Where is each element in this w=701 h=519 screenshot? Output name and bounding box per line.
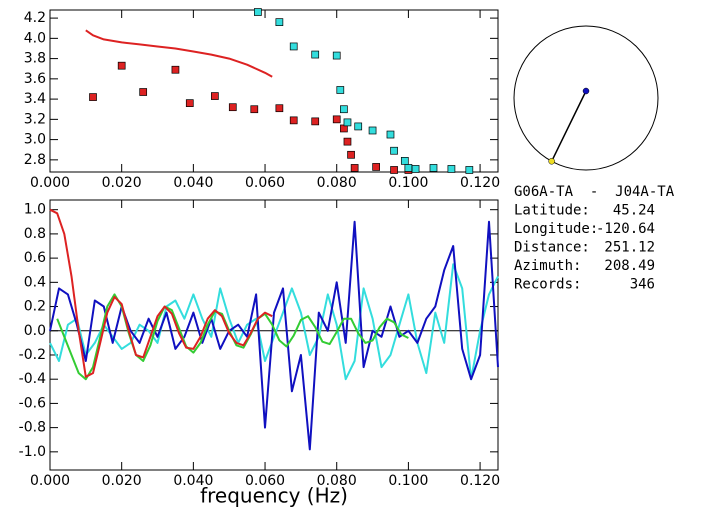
data-point xyxy=(372,163,380,171)
y-tick-label: 3.8 xyxy=(24,51,46,67)
y-tick-label: 0.2 xyxy=(24,299,46,315)
y-tick-label: 2.8 xyxy=(24,152,46,168)
info-label: Latitude: xyxy=(514,203,590,219)
data-point xyxy=(400,157,409,165)
data-point xyxy=(343,137,352,146)
y-tick-label: 3.6 xyxy=(24,71,46,87)
data-point xyxy=(332,51,341,60)
data-point xyxy=(447,165,456,173)
data-point xyxy=(311,50,320,59)
data-point xyxy=(336,86,345,94)
data-point xyxy=(386,130,395,139)
data-point xyxy=(89,93,97,101)
y-tick-label: 3.4 xyxy=(24,91,46,107)
x-tick-label: 0.100 xyxy=(388,473,428,489)
data-point xyxy=(254,8,262,16)
data-point xyxy=(343,118,352,127)
info-value: 251.12 xyxy=(604,240,655,256)
data-point xyxy=(117,61,126,70)
info-label: Azimuth: xyxy=(514,258,581,274)
x-tick-label: 0.120 xyxy=(460,175,500,191)
x-tick-label: 0.040 xyxy=(173,175,213,191)
y-tick-label: 4.0 xyxy=(24,30,46,46)
y-tick-label: 0.0 xyxy=(24,323,46,339)
info-label: Records: xyxy=(514,277,581,293)
y-tick-label: -0.8 xyxy=(19,420,46,436)
data-point xyxy=(275,104,284,113)
info-value: 45.24 xyxy=(613,203,655,219)
data-line xyxy=(49,208,273,378)
data-point xyxy=(311,117,320,126)
y-tick-label: 3.0 xyxy=(24,132,46,148)
plot-frame xyxy=(49,9,499,173)
y-tick-label: 0.8 xyxy=(24,226,46,242)
info-label: Longitude: xyxy=(514,221,598,237)
data-point xyxy=(250,105,259,114)
data-point xyxy=(289,42,298,51)
data-point xyxy=(350,164,359,172)
y-tick-label: 1.0 xyxy=(24,202,46,218)
data-point xyxy=(171,65,180,74)
x-tick-label: 0.080 xyxy=(317,473,357,489)
data-point xyxy=(211,92,219,100)
info-value: 346 xyxy=(630,277,655,293)
y-tick-label: 4.2 xyxy=(24,10,46,26)
data-point xyxy=(411,165,420,173)
y-tick-label: 0.6 xyxy=(24,250,46,266)
receiver-station xyxy=(548,158,555,165)
info-label: Distance: xyxy=(514,240,590,256)
azimuth-circle xyxy=(513,25,659,171)
x-tick-label: 0.060 xyxy=(245,175,285,191)
data-point xyxy=(139,88,148,96)
data-point xyxy=(185,99,194,108)
x-tick-label: 0.100 xyxy=(388,175,428,191)
data-point xyxy=(228,103,237,112)
x-tick-label: 0.020 xyxy=(102,175,142,191)
data-point xyxy=(390,146,398,155)
data-point xyxy=(275,18,284,26)
data-point xyxy=(340,105,348,114)
info-value: 208.49 xyxy=(604,258,655,274)
x-tick-label: 0.000 xyxy=(30,473,70,489)
x-tick-label: 0.120 xyxy=(460,473,500,489)
plot-frame xyxy=(49,199,499,471)
x-tick-label: 0.080 xyxy=(317,175,357,191)
x-tick-label: 0.060 xyxy=(245,473,285,489)
data-point xyxy=(332,115,341,124)
data-point xyxy=(390,166,398,174)
y-tick-label: -0.2 xyxy=(19,347,46,363)
data-point xyxy=(289,116,298,125)
data-point xyxy=(347,150,355,159)
x-tick-label: 0.000 xyxy=(30,175,70,191)
data-line xyxy=(85,29,273,78)
x-tick-label: 0.040 xyxy=(173,473,213,489)
azimuth-line xyxy=(550,90,587,162)
y-tick-label: 0.4 xyxy=(24,274,46,290)
y-tick-label: -0.6 xyxy=(19,395,46,411)
data-point xyxy=(368,126,377,135)
source-station xyxy=(582,87,590,95)
x-axis-label: frequency (Hz) xyxy=(200,484,348,508)
station-pair: G06A-TA - J04A-TA xyxy=(514,184,675,200)
data-point xyxy=(404,164,413,172)
info-value: -120.64 xyxy=(596,221,655,237)
y-tick-label: -1.0 xyxy=(19,444,46,460)
y-tick-label: 3.2 xyxy=(24,111,46,127)
data-line xyxy=(49,263,499,381)
y-tick-label: -0.4 xyxy=(19,371,46,387)
data-point xyxy=(354,122,363,131)
data-point xyxy=(465,166,474,174)
x-tick-label: 0.020 xyxy=(102,473,142,489)
data-point xyxy=(429,164,438,172)
